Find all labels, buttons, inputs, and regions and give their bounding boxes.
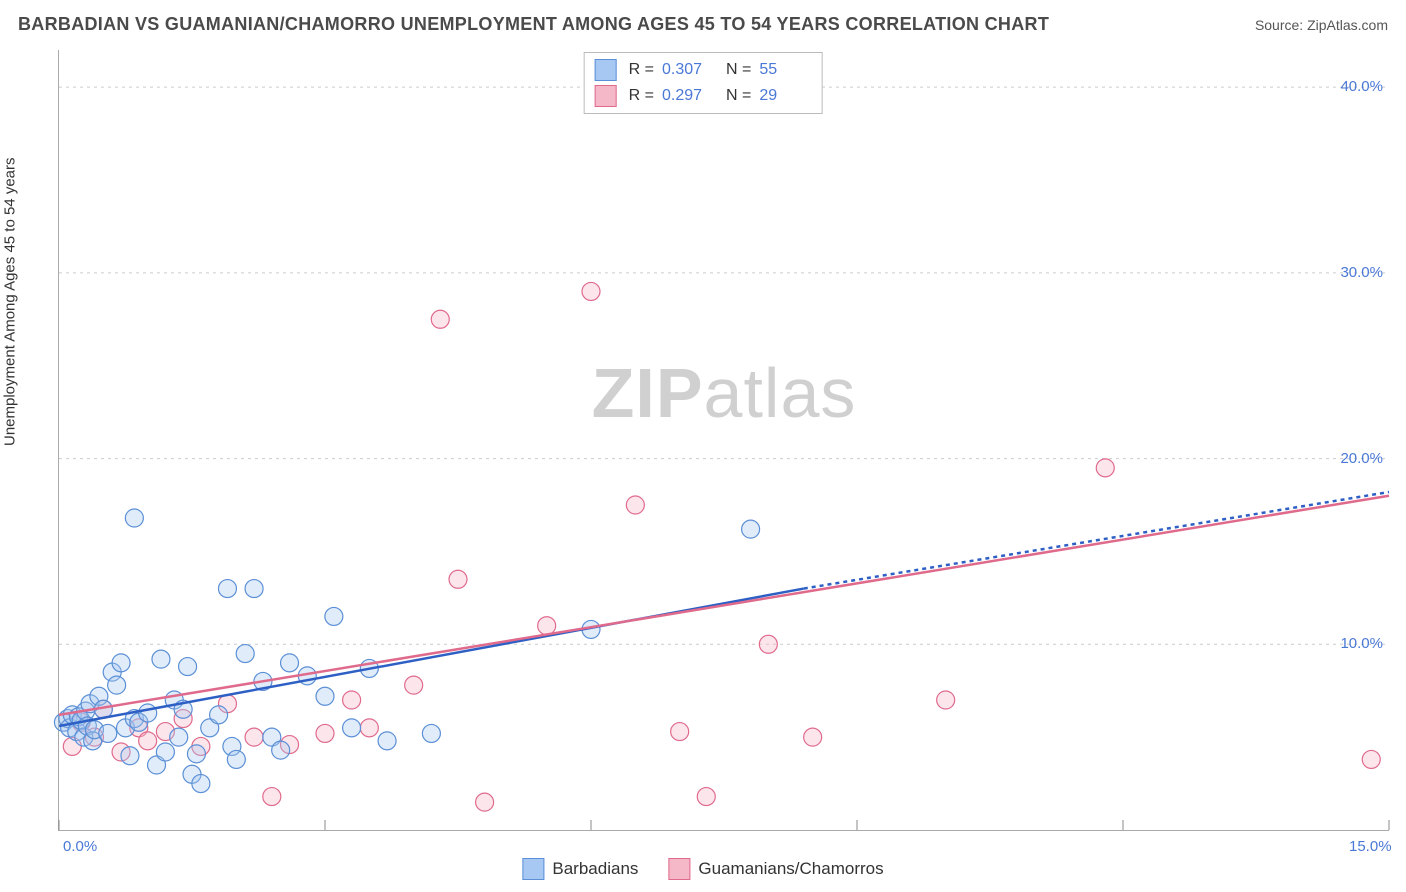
x-tick-label: 0.0% [63,838,97,855]
y-axis-label: Unemployment Among Ages 45 to 54 years [2,157,19,446]
x-tick-label: 15.0% [1349,838,1392,855]
swatch-barbadians [595,59,617,81]
source-attribution: Source: ZipAtlas.com [1255,17,1388,33]
legend-row-barbadians: R = 0.307 N = 55 [595,57,812,83]
swatch-guamanians-icon [668,858,690,880]
legend-label: Barbadians [552,859,638,879]
series-legend: Barbadians Guamanians/Chamorros [522,858,883,880]
chart-svg [59,50,1389,830]
y-tick-label: 30.0% [1340,264,1383,281]
swatch-guamanians [595,85,617,107]
y-tick-label: 20.0% [1340,450,1383,467]
y-tick-label: 10.0% [1340,635,1383,652]
legend-row-guamanians: R = 0.297 N = 29 [595,83,812,109]
swatch-barbadians-icon [522,858,544,880]
chart-title: BARBADIAN VS GUAMANIAN/CHAMORRO UNEMPLOY… [18,14,1049,35]
scatter-plot-area: ZIPatlas 10.0%20.0%30.0%40.0%0.0%15.0% [58,50,1389,831]
legend-item-barbadians: Barbadians [522,858,638,880]
correlation-legend: R = 0.307 N = 55 R = 0.297 N = 29 [584,52,823,114]
legend-label: Guamanians/Chamorros [698,859,883,879]
legend-item-guamanians: Guamanians/Chamorros [668,858,883,880]
y-tick-label: 40.0% [1340,78,1383,95]
